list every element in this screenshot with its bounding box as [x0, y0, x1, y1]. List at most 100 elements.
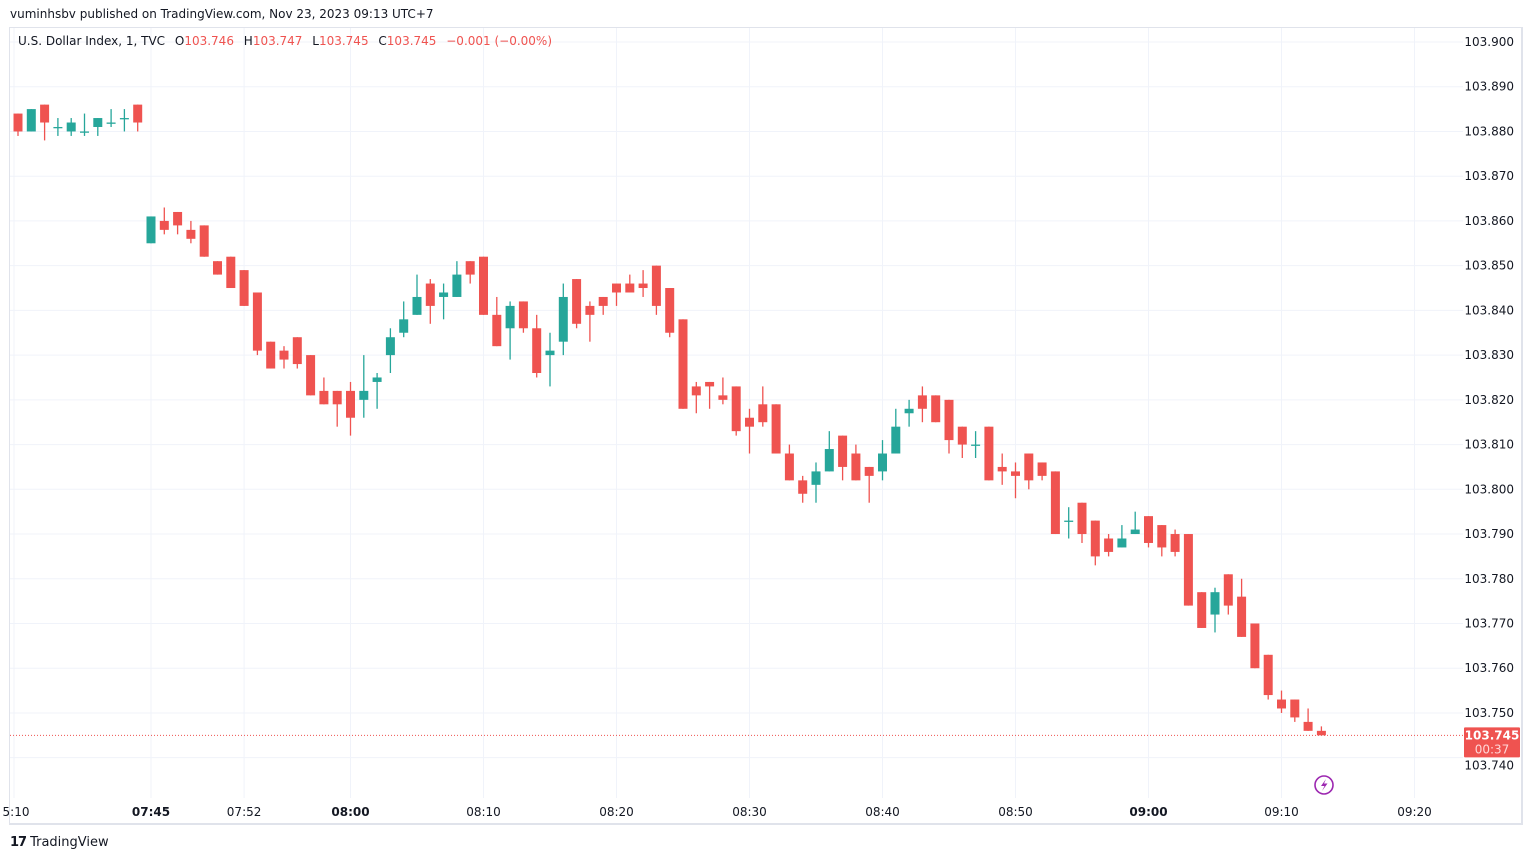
- candle[interactable]: [1157, 525, 1167, 557]
- candle[interactable]: [1197, 592, 1207, 628]
- candle[interactable]: [359, 355, 369, 418]
- candle[interactable]: [1277, 690, 1286, 713]
- candle[interactable]: [279, 346, 289, 369]
- candle[interactable]: [625, 274, 635, 293]
- candle[interactable]: [399, 301, 409, 338]
- candle[interactable]: [319, 377, 329, 405]
- candle[interactable]: [40, 104, 50, 141]
- candle[interactable]: [465, 261, 475, 284]
- candle[interactable]: [1024, 453, 1034, 490]
- candle[interactable]: [705, 381, 715, 409]
- candle[interactable]: [851, 444, 861, 481]
- candle[interactable]: [1117, 525, 1127, 548]
- candle[interactable]: [332, 390, 342, 427]
- candle[interactable]: [997, 453, 1007, 485]
- candle[interactable]: [492, 296, 502, 347]
- candle[interactable]: [864, 466, 874, 503]
- candle[interactable]: [838, 435, 848, 481]
- candle[interactable]: [1050, 471, 1060, 535]
- candle[interactable]: [252, 292, 262, 356]
- candle[interactable]: [106, 109, 116, 127]
- candle[interactable]: [971, 431, 981, 458]
- candle[interactable]: [917, 386, 927, 423]
- candle[interactable]: [412, 274, 422, 315]
- candle[interactable]: [13, 113, 23, 136]
- candle[interactable]: [306, 355, 316, 396]
- candle[interactable]: [878, 440, 887, 481]
- candle[interactable]: [1130, 511, 1140, 535]
- candle[interactable]: [26, 109, 36, 132]
- candle[interactable]: [745, 408, 754, 454]
- candle[interactable]: [479, 256, 488, 315]
- candle[interactable]: [598, 296, 608, 315]
- candle[interactable]: [346, 381, 355, 436]
- candle[interactable]: [93, 118, 103, 136]
- candle[interactable]: [452, 261, 462, 297]
- candle[interactable]: [691, 381, 701, 414]
- candle[interactable]: [1303, 708, 1313, 731]
- candle[interactable]: [1183, 534, 1193, 606]
- candle[interactable]: [239, 270, 249, 306]
- candle[interactable]: [80, 113, 89, 136]
- candle[interactable]: [558, 283, 568, 356]
- candle[interactable]: [1223, 574, 1233, 615]
- candle[interactable]: [811, 462, 821, 503]
- candle[interactable]: [1290, 699, 1300, 722]
- candle[interactable]: [545, 332, 555, 387]
- candle[interactable]: [372, 373, 382, 409]
- candle[interactable]: [891, 408, 901, 454]
- candle[interactable]: [931, 395, 941, 423]
- candle[interactable]: [612, 283, 621, 306]
- candle[interactable]: [159, 207, 169, 235]
- candle[interactable]: [532, 314, 542, 378]
- candle[interactable]: [758, 386, 768, 427]
- candle[interactable]: [798, 475, 808, 503]
- candle[interactable]: [1077, 502, 1087, 543]
- candle[interactable]: [1250, 623, 1260, 669]
- candle[interactable]: [1263, 654, 1273, 700]
- candle[interactable]: [133, 104, 143, 132]
- candle[interactable]: [731, 386, 741, 436]
- candle[interactable]: [1090, 520, 1100, 566]
- candle[interactable]: [638, 270, 648, 297]
- candle[interactable]: [984, 426, 994, 481]
- candle[interactable]: [585, 301, 595, 342]
- candle[interactable]: [173, 211, 183, 235]
- candle[interactable]: [784, 444, 794, 481]
- candle[interactable]: [266, 341, 276, 369]
- candle[interactable]: [146, 216, 156, 244]
- candle[interactable]: [944, 399, 954, 454]
- candle[interactable]: [439, 283, 449, 320]
- candle[interactable]: [199, 225, 209, 257]
- candle[interactable]: [665, 288, 675, 338]
- candle[interactable]: [957, 426, 967, 458]
- candle[interactable]: [213, 261, 222, 275]
- candle[interactable]: [1144, 516, 1153, 548]
- candle[interactable]: [186, 220, 196, 244]
- candle[interactable]: [1104, 534, 1114, 557]
- candle[interactable]: [53, 118, 63, 136]
- candle[interactable]: [119, 109, 129, 132]
- candle[interactable]: [1170, 529, 1180, 557]
- candle[interactable]: [1316, 726, 1326, 736]
- candle[interactable]: [572, 279, 582, 329]
- candle[interactable]: [1037, 462, 1047, 481]
- candle[interactable]: [226, 256, 236, 289]
- candle[interactable]: [1210, 587, 1220, 633]
- candle[interactable]: [904, 399, 914, 427]
- candle[interactable]: [771, 404, 781, 454]
- lightning-icon[interactable]: [1314, 775, 1334, 795]
- candle[interactable]: [385, 328, 395, 374]
- footer-brand[interactable]: 𝟭𝟳 TradingView: [10, 835, 109, 850]
- candle[interactable]: [718, 377, 728, 405]
- candle[interactable]: [1237, 578, 1247, 637]
- candle[interactable]: [824, 431, 834, 472]
- candle[interactable]: [505, 301, 515, 360]
- candle[interactable]: [425, 279, 435, 324]
- candle[interactable]: [1011, 462, 1020, 499]
- candle[interactable]: [518, 301, 528, 333]
- candle[interactable]: [1064, 507, 1074, 539]
- candle[interactable]: [678, 319, 688, 409]
- candle[interactable]: [292, 337, 302, 369]
